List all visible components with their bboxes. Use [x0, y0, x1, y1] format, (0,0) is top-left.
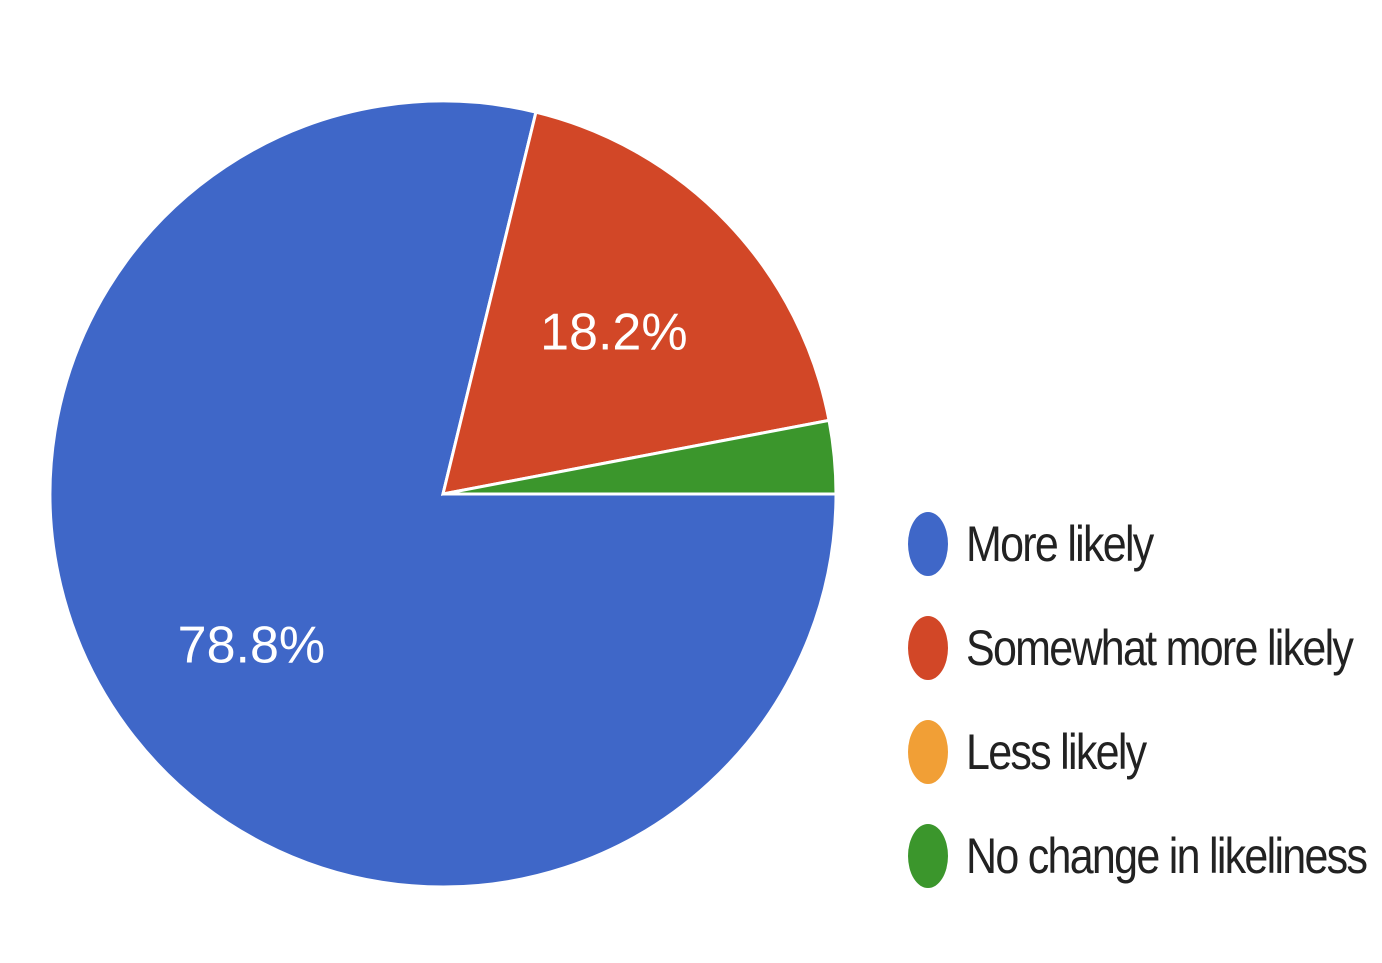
legend: More likely Somewhat more likely Less li… — [908, 492, 1382, 908]
legend-swatch-less-likely — [908, 720, 948, 784]
data-label-more-likely: 78.8% — [178, 617, 325, 675]
data-label-somewhat-more-likely: 18.2% — [540, 304, 687, 362]
legend-label-more-likely: More likely — [966, 516, 1154, 572]
legend-item-somewhat-more-likely: Somewhat more likely — [908, 596, 1382, 700]
legend-swatch-somewhat-more-likely — [908, 616, 948, 680]
pie-slice-no-change-in-likeliness — [442, 418, 838, 496]
legend-label-no-change-in-likeliness: No change in likeliness — [966, 828, 1368, 884]
legend-label-less-likely: Less likely — [966, 724, 1147, 780]
pie-slice-somewhat-more-likely — [440, 110, 831, 496]
legend-item-less-likely: Less likely — [908, 700, 1382, 804]
legend-item-no-change-in-likeliness: No change in likeliness — [908, 804, 1382, 908]
legend-swatch-no-change-in-likeliness — [908, 824, 948, 888]
legend-item-more-likely: More likely — [908, 492, 1382, 596]
legend-label-somewhat-more-likely: Somewhat more likely — [966, 620, 1354, 676]
legend-swatch-more-likely — [908, 512, 948, 576]
